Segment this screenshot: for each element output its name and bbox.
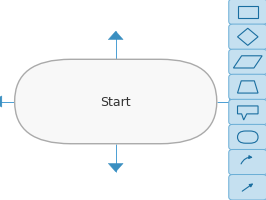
Polygon shape [230, 96, 241, 108]
FancyBboxPatch shape [229, 175, 266, 200]
FancyBboxPatch shape [229, 150, 266, 175]
FancyBboxPatch shape [229, 125, 266, 150]
Polygon shape [108, 164, 123, 172]
FancyBboxPatch shape [229, 100, 266, 125]
FancyBboxPatch shape [229, 75, 266, 100]
Polygon shape [108, 32, 123, 40]
Text: Start: Start [100, 96, 131, 108]
Polygon shape [0, 96, 2, 108]
FancyBboxPatch shape [229, 0, 266, 25]
Bar [238, 7, 258, 19]
FancyBboxPatch shape [229, 50, 266, 75]
FancyBboxPatch shape [15, 60, 217, 144]
FancyBboxPatch shape [229, 25, 266, 50]
